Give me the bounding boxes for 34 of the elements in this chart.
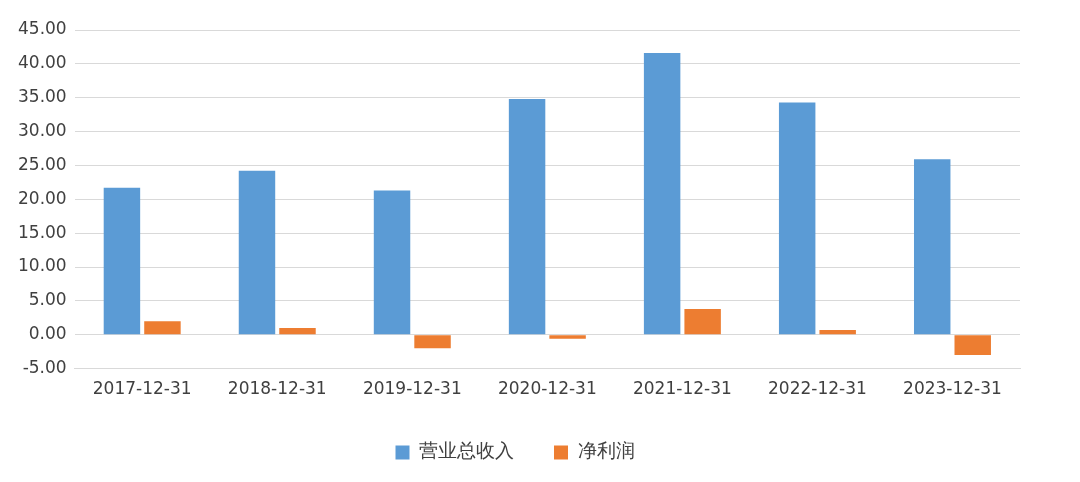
x-tick-label: 2023-12-31 — [903, 378, 1002, 399]
bar — [279, 327, 316, 335]
bar — [643, 53, 681, 335]
y-tick-label: 5.00 — [28, 289, 67, 310]
bar — [144, 321, 181, 335]
bar — [414, 335, 451, 349]
y-tick-label: 45.00 — [18, 18, 67, 39]
y-tick-label: 40.00 — [18, 52, 67, 73]
y-tick-label: 30.00 — [18, 120, 67, 140]
y-tick-label: 35.00 — [18, 86, 67, 107]
bar — [508, 99, 546, 335]
legend-label: 净利润 — [577, 439, 635, 462]
y-tick-label: 0.00 — [28, 323, 67, 344]
bar — [954, 335, 991, 356]
bar — [238, 170, 276, 335]
bar — [684, 309, 721, 335]
x-tick-label: 2017-12-31 — [92, 378, 192, 399]
y-tick-label: 10.00 — [18, 255, 67, 276]
y-tick-label: 20.00 — [18, 187, 67, 208]
bar — [778, 102, 816, 335]
y-tick-label: -5.00 — [22, 357, 67, 378]
x-tick-label: 2019-12-31 — [362, 378, 462, 399]
x-tick-label: 2018-12-31 — [227, 378, 327, 399]
x-tick-label: 2020-12-31 — [497, 378, 597, 399]
bar — [549, 335, 586, 339]
bar — [819, 330, 856, 335]
bar — [373, 190, 411, 335]
y-tick-label: 15.00 — [18, 221, 67, 242]
bar — [103, 187, 141, 335]
x-tick-label: 2022-12-31 — [768, 378, 867, 399]
bar — [913, 159, 951, 335]
legend-label: 营业总收入 — [419, 439, 514, 462]
x-tick-label: 2021-12-31 — [632, 378, 732, 399]
y-tick-label: 25.00 — [18, 153, 67, 174]
